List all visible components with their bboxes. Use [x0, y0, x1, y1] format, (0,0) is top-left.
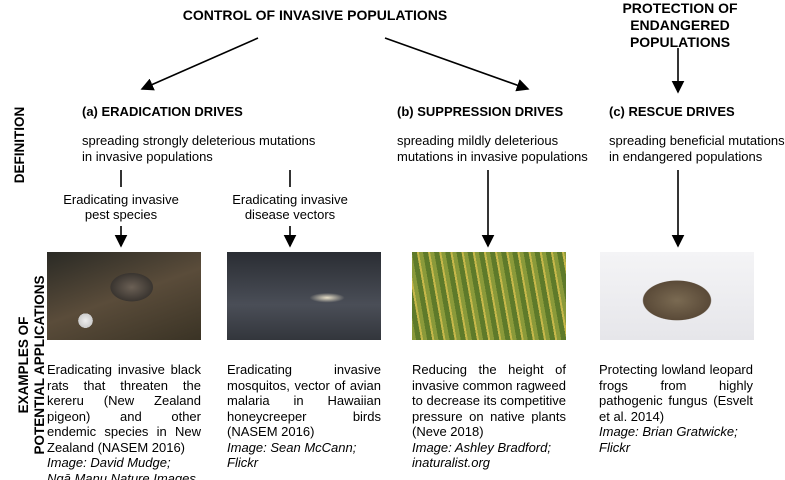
leopard-frog-photo	[600, 252, 754, 340]
examples-label-line2: POTENTIAL APPLICATIONS	[32, 275, 47, 455]
examples-label-line1: EXAMPLES OF	[16, 316, 31, 414]
example-ragweed: Reducing the height of invasive common r…	[412, 362, 566, 471]
ragweed-photo	[412, 252, 566, 340]
definition-label: DEFINITION	[12, 106, 27, 184]
def-line: mutations in invasive populations	[397, 148, 588, 164]
example-text: Protecting lowland leopard frogs from hi…	[599, 362, 753, 424]
eradication-definition: spreading strongly deleterious mutations…	[82, 133, 315, 164]
arrow-to-eradication	[140, 37, 259, 91]
example-text: Eradicating invasive mosquitos, vector o…	[227, 362, 381, 439]
endangered-title-line1: PROTECTION OF	[622, 0, 738, 16]
rescue-definition: spreading beneficial mutations in endange…	[609, 133, 785, 164]
black-rat-photo	[47, 252, 201, 340]
image-credit: Image: David Mudge;	[47, 455, 171, 470]
def-line: in endangered populations	[609, 148, 763, 164]
image-credit: Image: Brian Gratwicke;	[599, 424, 738, 439]
image-credit: Flickr	[599, 439, 631, 455]
rescue-heading: (c) RESCUE DRIVES	[609, 104, 735, 119]
image-credit: Image: Sean McCann;	[227, 439, 357, 455]
image-credit: Image: Ashley Bradford;	[412, 439, 551, 455]
arrow-to-suppression	[384, 37, 530, 92]
mosquito-photo	[227, 252, 381, 340]
eradication-heading: (a) ERADICATION DRIVES	[82, 104, 243, 119]
suppression-column: (b) SUPPRESSION DRIVES spreading mildly d…	[397, 104, 588, 164]
image-credit: inaturalist.org	[412, 455, 491, 470]
def-line: spreading mildly deleterious	[397, 133, 559, 148]
example-text: Eradicating invasive black rats that thr…	[47, 362, 201, 455]
invasive-title: CONTROL OF INVASIVE POPULATIONS	[182, 7, 448, 23]
example-mosquito: Eradicating invasive mosquitos, vector o…	[227, 362, 381, 471]
eradication-column: (a) ERADICATION DRIVES spreading strongly…	[82, 104, 315, 164]
example-text: Reducing the height of invasive common r…	[412, 362, 566, 439]
example-frog: Protecting lowland leopard frogs from hi…	[599, 362, 753, 455]
examples-label: EXAMPLES OF POTENTIAL APPLICATIONS	[16, 265, 48, 465]
sub-line: pest species	[84, 207, 158, 222]
def-line: spreading strongly deleterious mutations	[82, 133, 316, 148]
image-credit: Ngā Manu Nature Images	[47, 470, 196, 480]
suppression-definition: spreading mildly deleterious mutations in…	[397, 133, 588, 164]
sub-line: disease vectors	[244, 207, 336, 222]
sub-line: Eradicating invasive	[232, 192, 348, 207]
suppression-heading: (b) SUPPRESSION DRIVES	[397, 104, 564, 119]
endangered-title: PROTECTION OF ENDANGERED POPULATIONS	[580, 0, 780, 51]
def-line: in invasive populations	[82, 148, 213, 164]
def-line: spreading beneficial mutations	[609, 133, 785, 148]
example-rat: Eradicating invasive black rats that thr…	[47, 362, 201, 480]
endangered-title-line2: ENDANGERED POPULATIONS	[629, 17, 731, 50]
sub-line: Eradicating invasive	[63, 192, 179, 207]
sub-pest: Eradicating invasive pest species	[41, 192, 201, 222]
rescue-column: (c) RESCUE DRIVES spreading beneficial mu…	[609, 104, 785, 164]
sub-vectors: Eradicating invasive disease vectors	[210, 192, 370, 222]
image-credit: Flickr	[227, 455, 259, 470]
